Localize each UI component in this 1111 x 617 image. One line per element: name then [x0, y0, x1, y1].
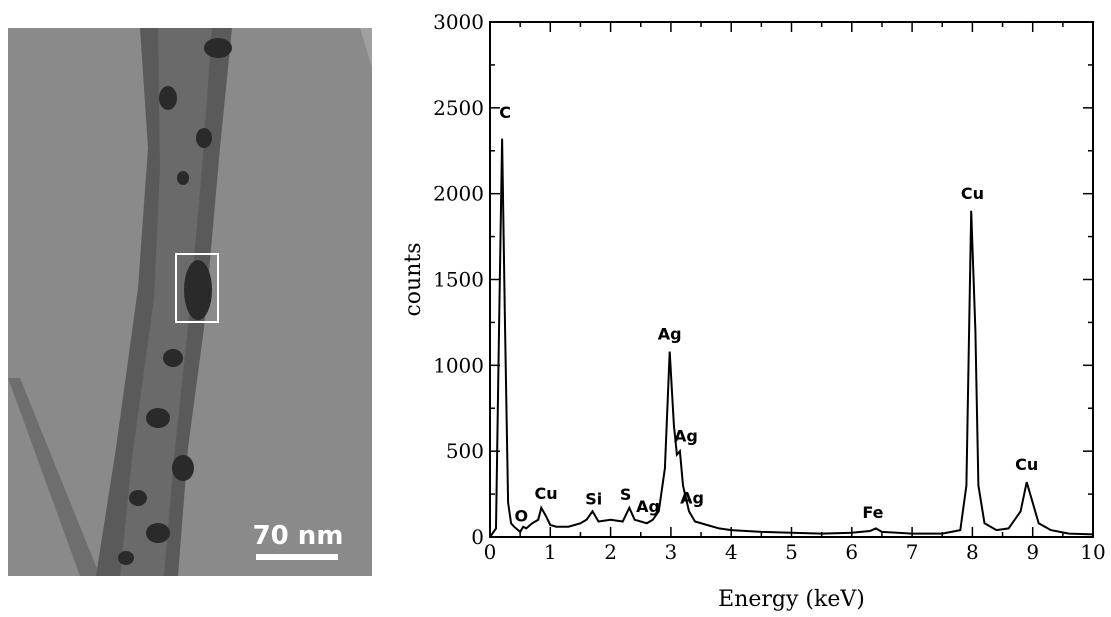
peak-label: Ag [658, 325, 682, 344]
scale-bar [256, 554, 338, 560]
x-tick-label: 9 [1026, 540, 1039, 564]
peak-label: C [499, 103, 511, 122]
nanotube-core [120, 28, 212, 576]
particle [129, 490, 147, 506]
top-right-fiber [360, 28, 372, 68]
particle [172, 455, 194, 481]
peak-label: O [515, 507, 529, 526]
silver-nanoparticles [118, 38, 232, 565]
particle [118, 551, 134, 565]
peak-label: Ag [680, 489, 704, 508]
particle [146, 408, 170, 428]
peak-label: S [620, 485, 632, 504]
x-tick-label: 3 [665, 540, 678, 564]
peak-label: Cu [1015, 455, 1038, 474]
x-axis-label: Energy (keV) [718, 587, 865, 612]
y-tick-label: 1500 [433, 268, 484, 292]
y-tick-label: 500 [446, 439, 484, 463]
peak-label: Cu [961, 184, 984, 203]
particle [204, 38, 232, 58]
particle [146, 523, 170, 543]
axis-ticks [489, 21, 1094, 538]
side-fiber [8, 378, 100, 576]
peak-label: Si [585, 489, 602, 508]
x-tick-label: 10 [1080, 540, 1105, 564]
peak-label: Ag [636, 497, 660, 516]
x-tick-label: 5 [785, 540, 798, 564]
particle [163, 349, 183, 367]
spectrum-line [489, 138, 1094, 538]
y-tick-label: 2000 [433, 182, 484, 206]
particle [196, 128, 212, 148]
x-tick-label: 0 [484, 540, 497, 564]
y-tick-label: 0 [471, 525, 484, 549]
y-tick-label: 3000 [433, 10, 484, 34]
x-tick-label: 7 [906, 540, 919, 564]
particle [184, 260, 212, 320]
y-axis-label: counts [401, 242, 426, 316]
particle [177, 171, 189, 185]
x-tick-label: 4 [725, 540, 738, 564]
tem-micrograph: 70 nm [8, 28, 372, 576]
x-tick-label: 6 [845, 540, 858, 564]
tem-micrograph-image: 70 nm [8, 28, 372, 576]
x-tick-label: 8 [966, 540, 979, 564]
selection-box [175, 253, 219, 323]
tick-labels: 0 1 2 3 4 5 6 7 8 9 10 0 500 1000 1500 2000 2500 3000 [433, 10, 1106, 564]
peak-label: Fe [862, 503, 883, 522]
peak-label: Cu [535, 484, 558, 503]
y-tick-label: 1000 [433, 353, 484, 377]
y-tick-label: 2500 [433, 96, 484, 120]
particle [159, 86, 177, 110]
plot-frame [489, 21, 1094, 538]
x-tick-label: 2 [604, 540, 617, 564]
scale-bar-label: 70 nm [253, 521, 344, 551]
peak-label: Ag [674, 427, 698, 446]
x-tick-label: 1 [544, 540, 557, 564]
